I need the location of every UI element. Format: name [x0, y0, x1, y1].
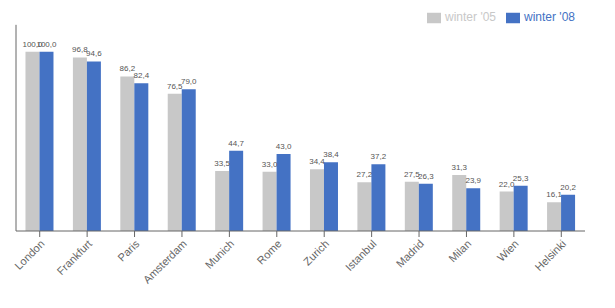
svg-text:Helsinki: Helsinki [533, 237, 569, 273]
svg-text:31,3: 31,3 [451, 163, 467, 172]
svg-text:27,5: 27,5 [404, 169, 420, 179]
svg-text:London: London [12, 237, 46, 271]
svg-text:94,6: 94,6 [86, 49, 102, 58]
svg-text:100,0: 100,0 [22, 39, 43, 49]
svg-text:22,0: 22,0 [498, 179, 515, 189]
svg-text:100,0: 100,0 [36, 40, 57, 49]
svg-text:Milan: Milan [446, 237, 473, 264]
svg-text:79,0: 79,0 [181, 77, 197, 86]
svg-text:33,5: 33,5 [214, 159, 230, 168]
svg-text:Amsterdam: Amsterdam [141, 237, 189, 285]
svg-text:16,1: 16,1 [546, 190, 562, 200]
svg-text:76,5: 76,5 [166, 81, 183, 91]
svg-text:37,2: 37,2 [371, 152, 387, 161]
svg-text:86,2: 86,2 [119, 64, 136, 74]
svg-text:26,3: 26,3 [418, 172, 434, 181]
svg-text:82,4: 82,4 [134, 71, 150, 80]
svg-text:Frankfurt: Frankfurt [54, 237, 94, 277]
svg-text:33,0: 33,0 [262, 160, 278, 169]
svg-text:Rome: Rome [254, 237, 283, 266]
svg-text:Munich: Munich [203, 237, 237, 271]
svg-text:25,3: 25,3 [513, 174, 529, 183]
svg-text:34,4: 34,4 [309, 157, 325, 167]
svg-text:20,2: 20,2 [560, 183, 576, 192]
svg-text:44,7: 44,7 [228, 139, 244, 148]
svg-text:96,8: 96,8 [72, 45, 88, 55]
svg-text:Paris: Paris [115, 237, 142, 264]
svg-text:27,2: 27,2 [357, 170, 373, 179]
svg-text:43,0: 43,0 [276, 142, 292, 151]
html-text:winter '05: winter '05 [445, 10, 496, 24]
svg-text:23,9: 23,9 [465, 176, 481, 185]
svg-text:38,4: 38,4 [323, 150, 339, 159]
svg-text:Zurich: Zurich [301, 237, 331, 267]
svg-text:Madrid: Madrid [394, 237, 426, 269]
svg-text:Istanbul: Istanbul [343, 237, 379, 273]
html-text:winter '08: winter '08 [524, 10, 575, 24]
svg-text:Wien: Wien [495, 237, 521, 263]
